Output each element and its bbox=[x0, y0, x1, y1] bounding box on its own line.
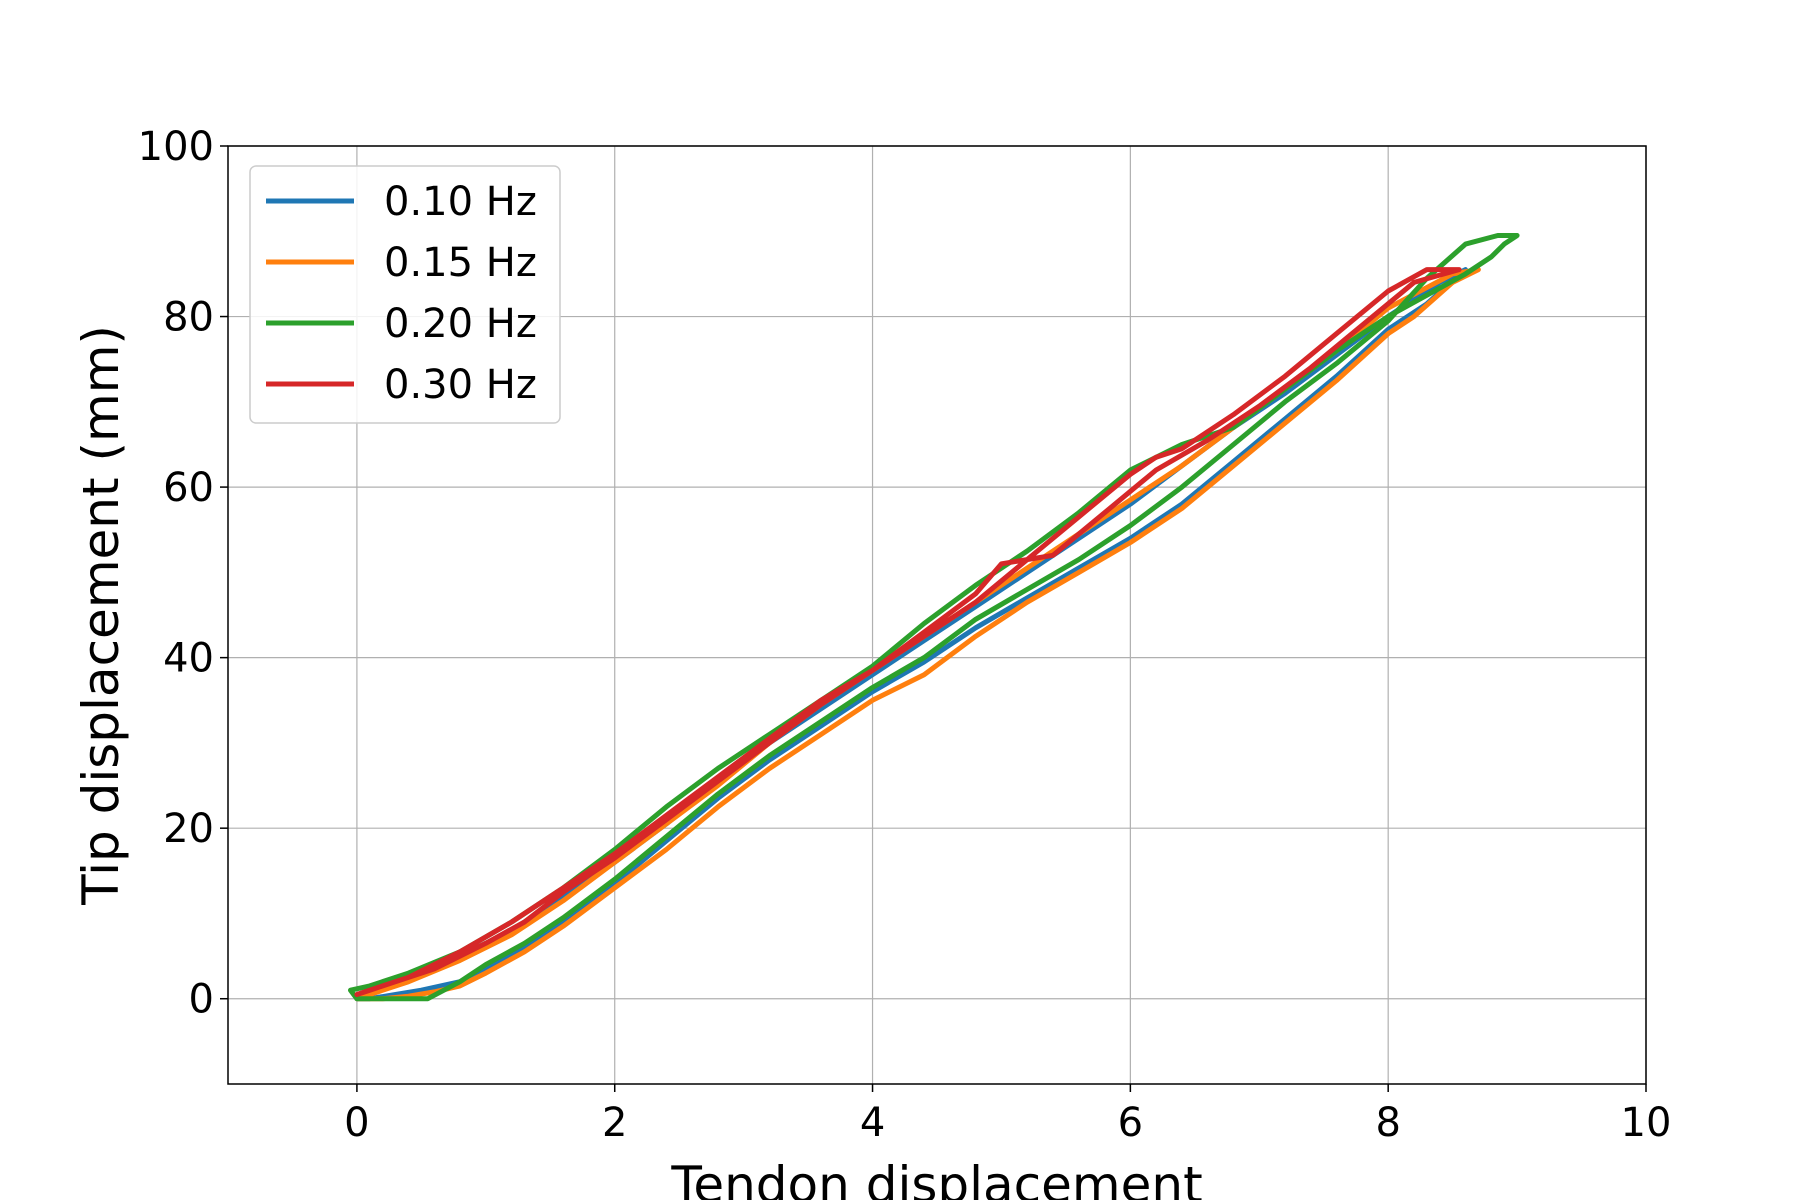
y-tick-label: 0 bbox=[189, 977, 214, 1023]
y-tick-label: 20 bbox=[163, 806, 214, 852]
y-axis-ticks: 0 20 40 60 80 100 bbox=[138, 124, 228, 1023]
legend-label: 0.30 Hz bbox=[384, 362, 537, 408]
x-axis-label: Tendon displacement bbox=[670, 1156, 1202, 1200]
legend-label: 0.10 Hz bbox=[384, 179, 537, 225]
legend-label: 0.15 Hz bbox=[384, 240, 537, 286]
x-tick-label: 6 bbox=[1118, 1100, 1143, 1146]
y-axis-label: Tip displacement (mm) bbox=[72, 325, 130, 906]
x-tick-label: 4 bbox=[860, 1100, 885, 1146]
series-line-3 bbox=[348, 233, 1520, 1002]
y-tick-label: 100 bbox=[138, 124, 214, 170]
x-tick-label: 10 bbox=[1621, 1100, 1672, 1146]
legend-label: 0.20 Hz bbox=[384, 301, 537, 347]
series-line-2 bbox=[354, 267, 1481, 1002]
y-tick-label: 60 bbox=[163, 465, 214, 511]
legend: 0.10 Hz 0.15 Hz 0.20 Hz 0.30 Hz bbox=[249, 165, 561, 424]
legend-box bbox=[249, 165, 561, 424]
plot-frame bbox=[227, 145, 1647, 1085]
x-tick-label: 2 bbox=[602, 1100, 627, 1146]
y-tick-label: 40 bbox=[163, 636, 214, 682]
series-layer bbox=[348, 233, 1520, 1002]
y-tick-label: 80 bbox=[163, 295, 214, 341]
x-tick-label: 0 bbox=[344, 1100, 369, 1146]
x-axis-ticks: 0 2 4 6 8 10 bbox=[344, 1084, 1671, 1146]
series-line-4 bbox=[354, 267, 1462, 997]
x-tick-label: 8 bbox=[1375, 1100, 1400, 1146]
